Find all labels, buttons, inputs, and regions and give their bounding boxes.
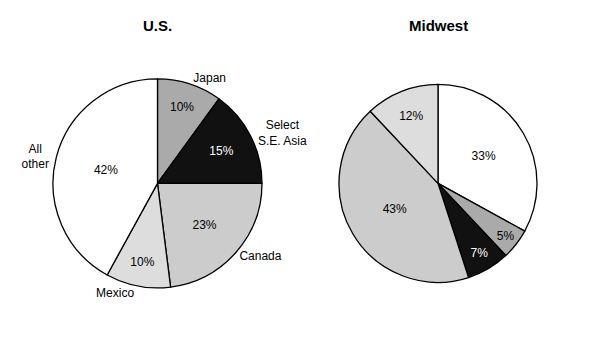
svg-text:Midwest: Midwest <box>409 17 468 34</box>
svg-text:33%: 33% <box>472 149 496 163</box>
svg-text:5%: 5% <box>497 229 515 243</box>
svg-text:Japan: Japan <box>193 71 226 85</box>
svg-text:43%: 43% <box>383 202 407 216</box>
svg-text:Allother: Allother <box>22 142 49 172</box>
svg-text:15%: 15% <box>209 144 233 158</box>
svg-text:42%: 42% <box>94 163 118 177</box>
svg-text:Mexico: Mexico <box>96 286 134 300</box>
svg-text:23%: 23% <box>193 218 217 232</box>
svg-text:U.S.: U.S. <box>143 17 172 34</box>
svg-text:12%: 12% <box>399 109 423 123</box>
svg-text:7%: 7% <box>471 246 489 260</box>
svg-text:Canada: Canada <box>239 249 281 263</box>
svg-text:SelectS.E. Asia: SelectS.E. Asia <box>258 118 307 148</box>
svg-text:10%: 10% <box>130 255 154 269</box>
svg-text:10%: 10% <box>170 100 194 114</box>
